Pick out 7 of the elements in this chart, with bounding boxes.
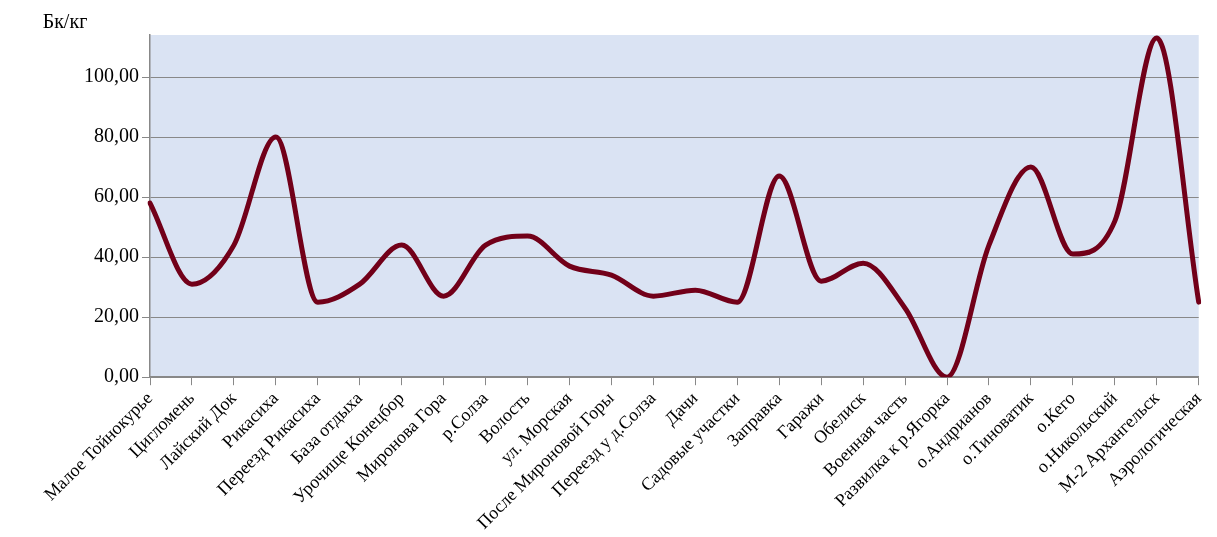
y-tick-label: 60,00 bbox=[94, 184, 139, 207]
y-tick-label: 20,00 bbox=[94, 304, 139, 327]
y-tick-label: 80,00 bbox=[94, 124, 139, 147]
y-tick-label: 100,00 bbox=[84, 64, 139, 87]
y-tick-label: 40,00 bbox=[94, 244, 139, 267]
y-tick-label: 0,00 bbox=[104, 364, 139, 387]
y-axis-title: Бк/кг bbox=[42, 10, 88, 33]
